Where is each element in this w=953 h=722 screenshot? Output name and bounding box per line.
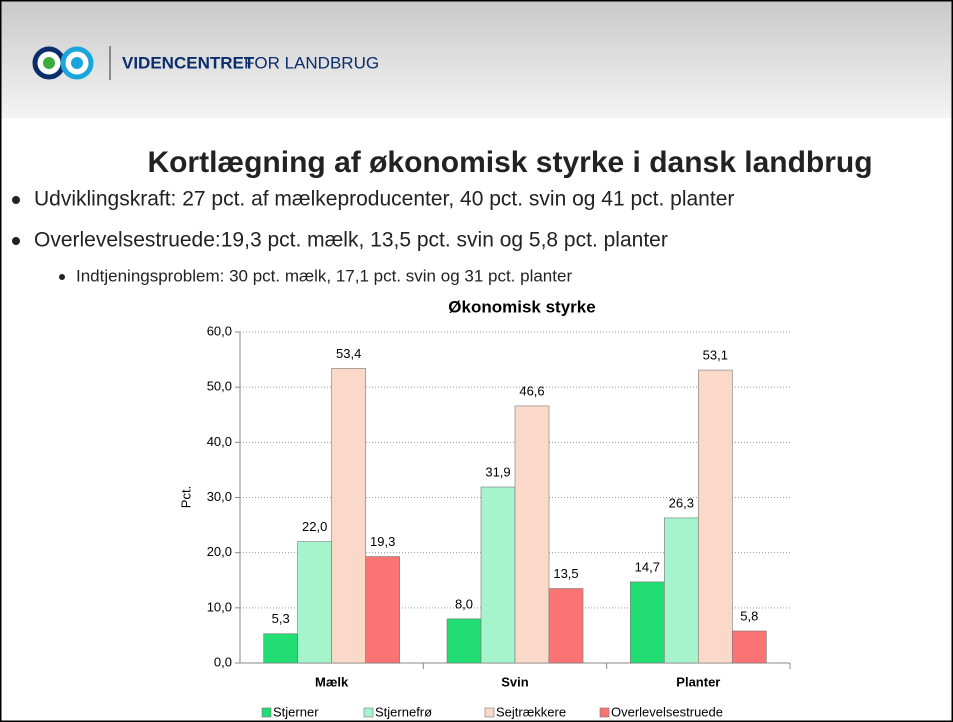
value-label: 26,3 bbox=[669, 495, 694, 510]
y-tick-label: 40,0 bbox=[207, 434, 232, 449]
bar bbox=[480, 486, 516, 664]
brand-bold: VIDENCENTRET bbox=[122, 53, 255, 72]
y-axis-label: Pct. bbox=[178, 486, 193, 508]
bullet-dot bbox=[12, 237, 20, 245]
legend-swatch bbox=[484, 707, 495, 718]
legend-label: Sejtrækkere bbox=[496, 704, 566, 719]
slide-title: Kortlægning af økonomisk styrke i dansk … bbox=[147, 146, 872, 179]
bar bbox=[331, 368, 366, 664]
x-tick-label: Svin bbox=[501, 674, 529, 689]
value-label: 22,0 bbox=[302, 519, 327, 534]
value-label: 53,4 bbox=[336, 346, 361, 361]
chart-title: Økonomisk styrke bbox=[448, 297, 595, 316]
bullet-dot bbox=[59, 274, 65, 280]
sub-bullet: Indtjeningsproblem: 30 pct. mælk, 17,1 p… bbox=[76, 266, 572, 285]
bar bbox=[630, 581, 665, 664]
bullet: Udviklingskraft: 27 pct. af mælkeproduce… bbox=[34, 188, 734, 211]
legend-label: Overlevelsestruede bbox=[611, 704, 723, 719]
legend-swatch bbox=[363, 707, 374, 718]
y-tick-label: 20,0 bbox=[207, 544, 232, 559]
legend-swatch bbox=[261, 707, 272, 718]
value-label: 13,5 bbox=[553, 566, 578, 581]
value-label: 19,3 bbox=[370, 534, 395, 549]
y-tick-label: 50,0 bbox=[207, 379, 232, 394]
brand-rest: FOR LANDBRUG bbox=[244, 53, 379, 72]
bar bbox=[548, 588, 584, 664]
bullet: Overlevelsestruede:19,3 pct. mælk, 13,5 … bbox=[34, 229, 668, 252]
bar bbox=[297, 541, 332, 664]
legend-label: Stjernefrø bbox=[375, 704, 432, 719]
x-tick-label: Mælk bbox=[315, 674, 349, 689]
y-tick-label: 10,0 bbox=[207, 599, 232, 614]
y-tick-label: 0,0 bbox=[214, 654, 232, 669]
bar bbox=[263, 633, 298, 664]
value-label: 5,3 bbox=[272, 611, 290, 626]
bar bbox=[514, 405, 550, 664]
bullet-dot bbox=[12, 196, 20, 204]
y-tick-label: 60,0 bbox=[207, 323, 232, 338]
legend-label: Stjerner bbox=[273, 704, 319, 719]
value-label: 46,6 bbox=[519, 383, 544, 398]
bar bbox=[446, 618, 482, 664]
bar bbox=[365, 556, 400, 664]
bar bbox=[664, 517, 699, 664]
value-label: 53,1 bbox=[703, 348, 728, 363]
y-tick-label: 30,0 bbox=[207, 489, 232, 504]
value-label: 31,9 bbox=[485, 464, 510, 479]
header-band bbox=[0, 0, 953, 118]
value-label: 14,7 bbox=[635, 559, 660, 574]
value-label: 5,8 bbox=[740, 608, 758, 623]
legend-swatch bbox=[599, 707, 610, 718]
logo bbox=[32, 46, 94, 80]
x-tick-label: Planter bbox=[676, 674, 720, 689]
bar bbox=[732, 630, 767, 664]
value-label: 8,0 bbox=[455, 596, 473, 611]
bar bbox=[698, 369, 733, 664]
